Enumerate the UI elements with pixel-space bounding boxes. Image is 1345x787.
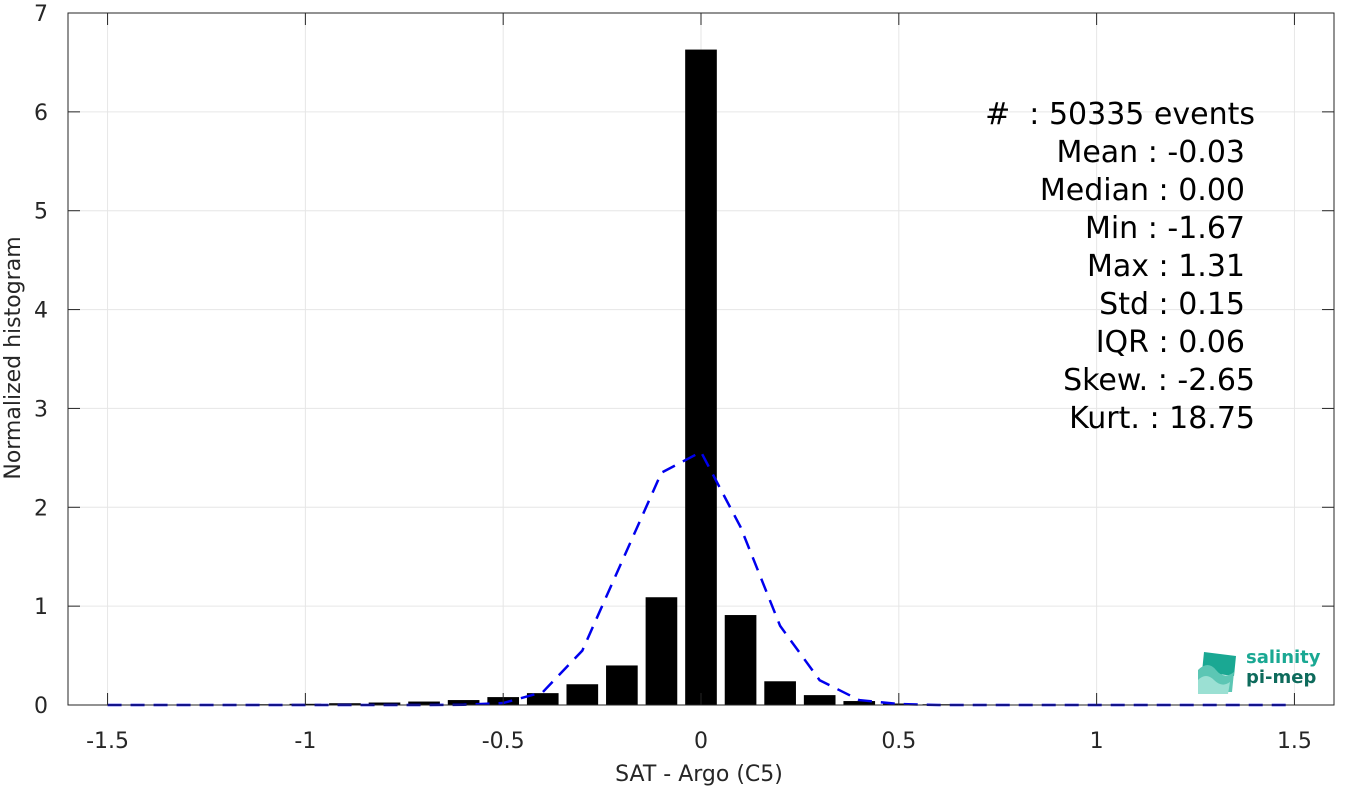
- logo-text-pimep: pi-mep: [1246, 667, 1317, 688]
- x-tick-label: -1: [294, 729, 316, 754]
- stat-median: Median : 0.00: [1039, 173, 1245, 208]
- x-tick-label: -1.5: [86, 729, 129, 754]
- stat-kurt: Kurt. : 18.75: [1069, 401, 1255, 436]
- y-axis-label: Normalized histogram: [1, 236, 26, 479]
- y-tick-label: 1: [34, 595, 48, 620]
- y-tick-label: 6: [34, 101, 48, 126]
- x-axis-label: SAT - Argo (C5): [615, 762, 783, 787]
- histogram-bar: [803, 695, 836, 705]
- logo-text-salinity: salinity: [1246, 647, 1321, 668]
- histogram-bars: [91, 49, 1232, 706]
- histogram-bar: [764, 681, 796, 705]
- stat-iqr: IQR : 0.06: [1095, 325, 1245, 360]
- stat-skew: Skew. : -2.65: [1063, 363, 1255, 398]
- stat-std: Std : 0.15: [1099, 287, 1245, 322]
- statistics-box: # : 50335 events Mean : -0.03 Median : 0…: [985, 96, 1255, 438]
- histogram-bar: [724, 615, 757, 705]
- y-tick-label: 5: [34, 200, 48, 225]
- stat-events: # : 50335 events: [985, 97, 1255, 132]
- histogram-bar: [408, 701, 440, 705]
- x-tick-label: 0.5: [881, 729, 916, 754]
- x-tick-label: 1.5: [1277, 729, 1312, 754]
- histogram-bar: [685, 49, 717, 705]
- y-tick-label: 0: [34, 694, 48, 719]
- histogram-bar: [447, 700, 480, 705]
- x-tick-label: 1: [1090, 729, 1104, 754]
- stat-mean: Mean : -0.03: [1056, 135, 1245, 170]
- histogram-bar: [566, 684, 599, 705]
- y-tick-label: 4: [34, 299, 48, 324]
- histogram-bar: [606, 665, 638, 705]
- x-tick-label: -0.5: [482, 729, 525, 754]
- stat-min: Min : -1.67: [1084, 211, 1245, 246]
- salinity-pimep-logo-icon: [1198, 652, 1236, 694]
- y-tick-label: 2: [34, 496, 48, 521]
- histogram-bar: [843, 701, 876, 705]
- axes: -1.5 -1 -0.5 0 0.5 1 1.5 0 1 2 3 4 5 6 7: [34, 2, 1335, 754]
- y-tick-label: 7: [34, 2, 48, 27]
- salinity-pimep-logo: salinity pi-mep: [1196, 648, 1326, 694]
- histogram-bar: [645, 597, 678, 705]
- histogram-bar: [526, 693, 559, 705]
- stat-max: Max : 1.31: [1087, 249, 1245, 284]
- x-tick-label: 0: [694, 729, 708, 754]
- y-tick-label: 3: [34, 397, 48, 422]
